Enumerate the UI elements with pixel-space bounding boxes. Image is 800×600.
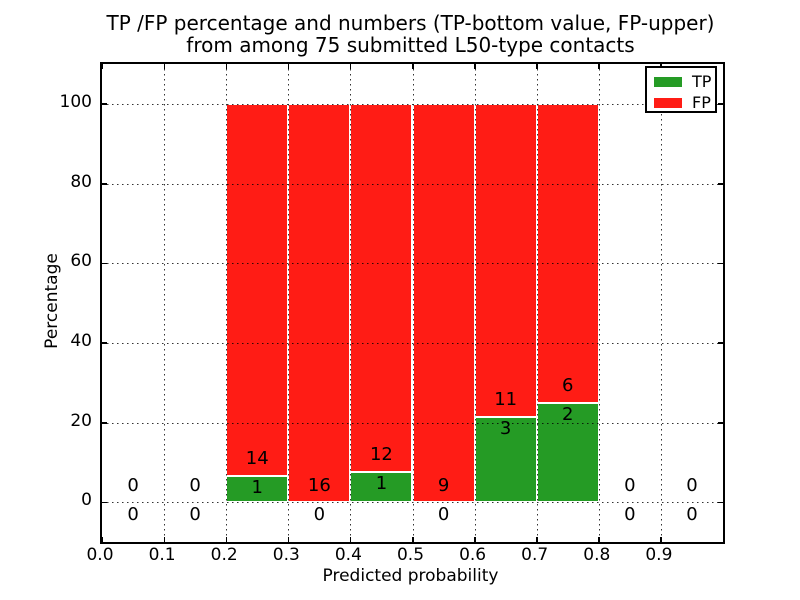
x-tick-label: 0.6 (459, 545, 487, 565)
x-tick-label: 0.4 (334, 545, 362, 565)
gridline-vertical (226, 64, 228, 542)
bar-fp-segment (474, 103, 537, 417)
tp-count-label: 1 (375, 473, 388, 494)
gridline-vertical (598, 64, 600, 542)
fp-count-label: 16 (307, 474, 331, 496)
fp-count-label: 9 (437, 474, 450, 496)
fp-count-label: 11 (494, 389, 518, 411)
y-tick-label: 40 (70, 330, 92, 351)
y-tick-label: 100 (59, 91, 92, 112)
x-tick-mark (598, 537, 600, 542)
fp-count-label: 0 (189, 474, 201, 496)
x-tick-mark (660, 537, 662, 542)
bar-tp-segment (226, 475, 289, 503)
legend-item-fp: FP (654, 93, 715, 112)
gridline-vertical (412, 64, 414, 542)
x-tick-mark (163, 537, 166, 542)
x-tick-mark-top (287, 64, 290, 69)
x-tick-mark-top (163, 64, 166, 69)
y-tick-mark-right (718, 262, 723, 265)
bar-tp-segment (350, 471, 413, 503)
gridline-vertical (474, 64, 476, 542)
x-tick-mark (474, 537, 476, 542)
x-tick-mark-top (349, 64, 352, 69)
bar-fp-segment (412, 103, 475, 503)
fp-color-swatch (654, 97, 682, 108)
fp-count-label: 12 (369, 444, 393, 466)
y-tick-mark-right (718, 422, 723, 424)
x-tick-label: 0.3 (272, 545, 300, 565)
tp-count-label: 0 (686, 503, 698, 525)
x-tick-label: 0.8 (583, 545, 611, 565)
tp-color-swatch (654, 76, 682, 87)
y-tick-mark (102, 422, 107, 424)
tp-count-label: 0 (624, 503, 636, 525)
legend-label-tp: TP (692, 72, 712, 91)
x-tick-label: 0.1 (148, 545, 176, 565)
gridline-vertical (164, 64, 166, 542)
x-tick-label: 0.9 (645, 545, 673, 565)
legend: TP FP (645, 66, 717, 113)
gridline-vertical (536, 64, 538, 542)
fp-count-label: 14 (245, 448, 269, 470)
bar-fp-segment (350, 103, 413, 472)
x-tick-mark (225, 537, 228, 542)
fp-count-label: 6 (562, 375, 574, 397)
bar-tp-segment (536, 402, 599, 503)
bar-fp-segment (536, 103, 599, 403)
y-tick-mark (102, 262, 107, 265)
chart-title-line1: TP /FP percentage and numbers (TP-bottom… (106, 11, 715, 35)
x-tick-label: 0.2 (210, 545, 238, 565)
tp-count-label: 2 (562, 404, 574, 426)
y-tick-label: 80 (70, 171, 92, 192)
y-tick-mark-right (718, 501, 723, 504)
plot-area: 0 0 0 0 14 1 16 0 12 1 9 0 11 3 6 2 0 0 0 0 (100, 62, 725, 544)
fp-count-label: 0 (624, 474, 636, 496)
y-tick-label: 60 (70, 251, 92, 272)
y-tick-mark-right (718, 183, 723, 185)
tp-count-label: 0 (127, 503, 139, 525)
x-tick-mark-top (474, 64, 476, 69)
tp-count-label: 3 (499, 418, 512, 440)
bar-fp-segment (288, 103, 351, 503)
y-tick-mark (102, 183, 107, 185)
x-tick-mark-top (101, 64, 103, 69)
fp-count-label: 0 (686, 474, 698, 496)
x-tick-mark (287, 537, 290, 542)
x-axis-label: Predicted probability (322, 566, 499, 586)
legend-label-fp: FP (692, 93, 711, 112)
y-tick-mark (102, 501, 107, 504)
tp-count-label: 1 (251, 477, 263, 499)
gridline-vertical (288, 64, 290, 542)
y-tick-mark-right (718, 342, 723, 344)
chart-title: TP /FP percentage and numbers (TP-bottom… (100, 12, 721, 56)
legend-item-tp: TP (654, 72, 715, 91)
gridline-vertical (660, 64, 662, 542)
bar-fp-segment (226, 103, 289, 476)
x-tick-label: 0.0 (86, 545, 114, 565)
y-tick-label: 20 (70, 410, 92, 431)
x-tick-mark-top (598, 64, 600, 69)
y-tick-label: 0 (81, 490, 92, 511)
gridline-vertical (350, 64, 352, 542)
x-tick-mark (101, 537, 103, 542)
x-tick-mark (536, 537, 538, 542)
x-tick-mark (349, 537, 352, 542)
fp-count-label: 0 (127, 474, 139, 496)
tp-count-label: 0 (313, 503, 326, 525)
x-tick-mark-top (412, 64, 414, 69)
chart-title-line2: from among 75 submitted L50-type contact… (186, 33, 635, 57)
tp-count-label: 0 (189, 503, 201, 525)
y-tick-mark-right (718, 103, 723, 105)
x-tick-mark (412, 537, 414, 542)
y-tick-mark (102, 342, 107, 344)
x-tick-mark-top (225, 64, 228, 69)
x-tick-label: 0.5 (396, 545, 425, 565)
x-tick-label: 0.7 (521, 545, 549, 565)
x-tick-mark-top (536, 64, 538, 69)
y-tick-mark (102, 103, 107, 105)
tp-count-label: 0 (437, 503, 450, 525)
